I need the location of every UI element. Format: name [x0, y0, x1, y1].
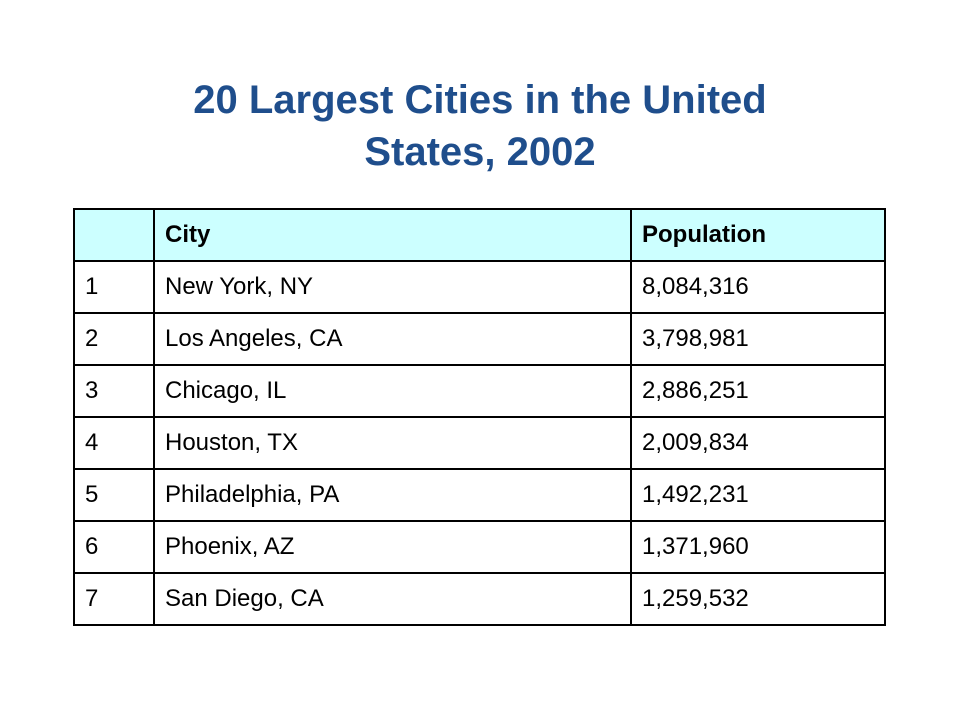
- population-cell: 2,886,251: [630, 364, 886, 418]
- city-cell: Phoenix, AZ: [153, 520, 632, 574]
- table-row: 1 New York, NY 8,084,316: [73, 260, 886, 314]
- population-cell: 1,259,532: [630, 572, 886, 626]
- city-cell: Los Angeles, CA: [153, 312, 632, 366]
- population-cell: 3,798,981: [630, 312, 886, 366]
- rank-cell: 7: [73, 572, 155, 626]
- table-row: 4 Houston, TX 2,009,834: [73, 416, 886, 470]
- table-header-row: City Population: [73, 208, 886, 262]
- rank-cell: 4: [73, 416, 155, 470]
- rank-cell: 5: [73, 468, 155, 522]
- population-cell: 2,009,834: [630, 416, 886, 470]
- slide-title-line-1: 20 Largest Cities in the United: [193, 78, 767, 122]
- table-row: 7 San Diego, CA 1,259,532: [73, 572, 886, 626]
- population-cell: 1,492,231: [630, 468, 886, 522]
- slide-title-line-2: States, 2002: [364, 130, 596, 174]
- cities-table: City Population 1 New York, NY 8,084,316…: [73, 208, 886, 626]
- rank-cell: 1: [73, 260, 155, 314]
- table-row: 5 Philadelphia, PA 1,492,231: [73, 468, 886, 522]
- header-population: Population: [630, 208, 886, 262]
- city-cell: New York, NY: [153, 260, 632, 314]
- table-header: City Population: [73, 208, 886, 262]
- header-rank: [73, 208, 155, 262]
- slide-title: 20 Largest Cities in the United States, …: [0, 74, 960, 178]
- population-cell: 1,371,960: [630, 520, 886, 574]
- rank-cell: 2: [73, 312, 155, 366]
- city-cell: San Diego, CA: [153, 572, 632, 626]
- city-cell: Chicago, IL: [153, 364, 632, 418]
- header-city: City: [153, 208, 632, 262]
- city-cell: Philadelphia, PA: [153, 468, 632, 522]
- population-cell: 8,084,316: [630, 260, 886, 314]
- city-cell: Houston, TX: [153, 416, 632, 470]
- rank-cell: 3: [73, 364, 155, 418]
- table-row: 3 Chicago, IL 2,886,251: [73, 364, 886, 418]
- table-body: 1 New York, NY 8,084,316 2 Los Angeles, …: [73, 260, 886, 626]
- table-row: 6 Phoenix, AZ 1,371,960: [73, 520, 886, 574]
- rank-cell: 6: [73, 520, 155, 574]
- table-row: 2 Los Angeles, CA 3,798,981: [73, 312, 886, 366]
